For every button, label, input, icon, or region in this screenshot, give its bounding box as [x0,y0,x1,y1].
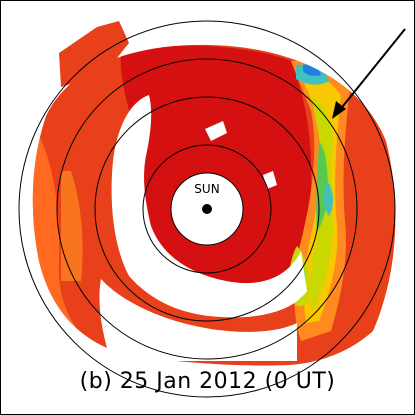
figure-caption: (b) 25 Jan 2012 (0 UT) [79,369,336,394]
upper-gap [205,121,227,141]
distance-circles [18,20,396,398]
arrow-icon [332,28,406,119]
sun-label: SUN [194,182,219,196]
sun-marker [202,204,212,214]
lower-left-gap [99,279,297,361]
inner-gap [111,95,307,318]
upper-left-lobe [59,21,129,87]
